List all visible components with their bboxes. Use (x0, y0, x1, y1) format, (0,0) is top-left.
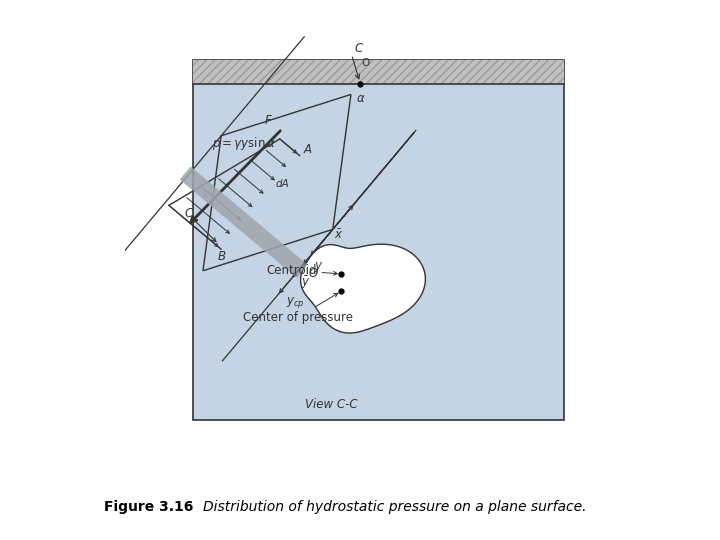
Text: B: B (217, 249, 225, 262)
Text: Figure 3.16: Figure 3.16 (104, 500, 194, 514)
Polygon shape (300, 244, 426, 333)
Bar (193, 60, 564, 420)
Text: O: O (361, 58, 369, 68)
Text: dA: dA (276, 179, 289, 190)
Bar (193, 60, 564, 84)
Polygon shape (180, 166, 307, 278)
Text: $\alpha$: $\alpha$ (356, 92, 366, 105)
Text: $y_{cp}$: $y_{cp}$ (286, 295, 305, 309)
Text: View C-C: View C-C (305, 398, 358, 411)
Text: A: A (303, 143, 311, 156)
Text: $\bar{y}$: $\bar{y}$ (301, 274, 310, 291)
Text: $\bar{x}$: $\bar{x}$ (334, 229, 343, 242)
Text: C: C (184, 207, 193, 220)
Text: Center of pressure: Center of pressure (243, 293, 353, 324)
Text: Distribution of hydrostatic pressure on a plane surface.: Distribution of hydrostatic pressure on … (203, 500, 587, 514)
Text: Centroid: Centroid (266, 264, 338, 277)
Text: F: F (265, 114, 271, 127)
Polygon shape (180, 166, 307, 278)
Text: O: O (308, 267, 318, 280)
Text: C: C (354, 42, 363, 55)
Bar (193, 60, 564, 84)
Text: y: y (315, 259, 322, 272)
Text: $p = \gamma y \sin\alpha$: $p = \gamma y \sin\alpha$ (212, 135, 276, 152)
